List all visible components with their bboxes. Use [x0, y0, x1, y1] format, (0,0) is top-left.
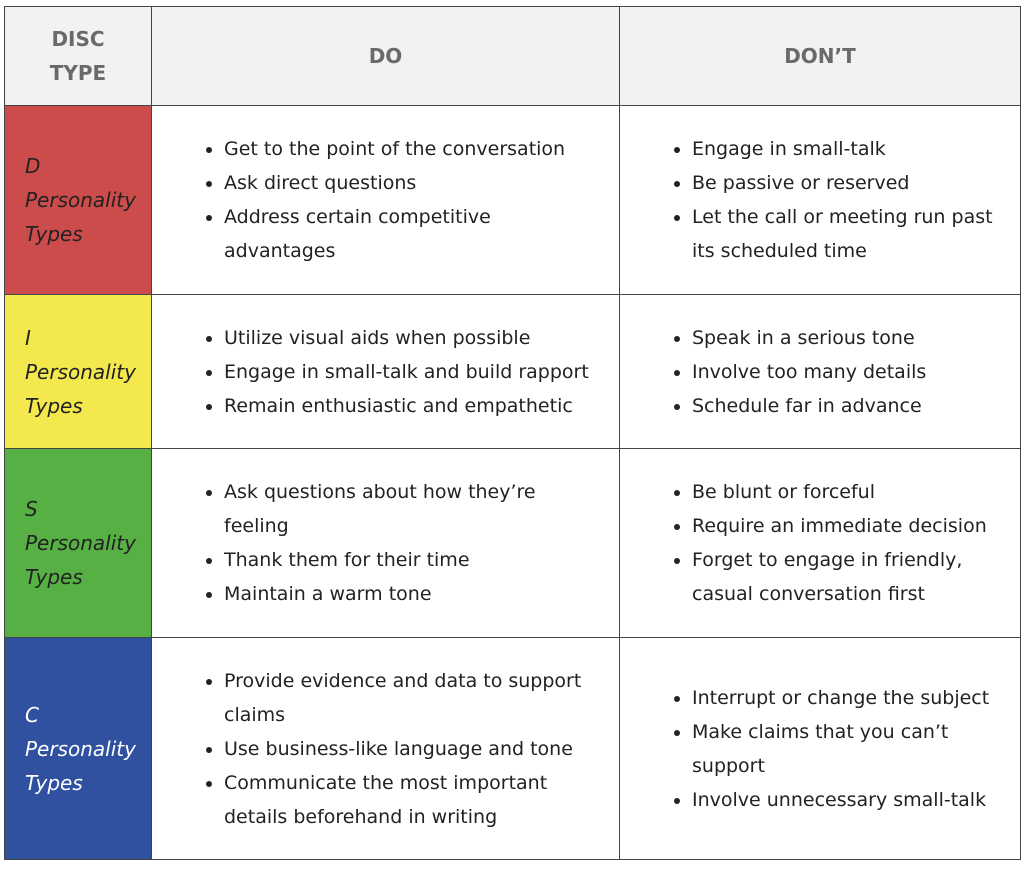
do-cell: Ask questions about how they’re feelingT… [151, 448, 620, 638]
dont-cell: Speak in a serious toneInvolve too many … [619, 294, 1021, 449]
do-cell: Utilize visual aids when possibleEngage … [151, 294, 620, 449]
type-letter: S [25, 497, 38, 521]
header-cell: DO [151, 6, 620, 106]
type-cell: C Personality Types [4, 637, 152, 860]
type-text: I Personality Types [25, 321, 136, 423]
dont-item: Involve unnecessary small-talk [692, 783, 1002, 817]
type-text: S Personality Types [25, 492, 136, 594]
type-cell: S Personality Types [4, 448, 152, 638]
dont-item: Require an immediate decision [692, 509, 1002, 543]
type-text: C Personality Types [25, 698, 136, 800]
do-cell: Get to the point of the conversationAsk … [151, 105, 620, 295]
dont-cell: Be blunt or forcefulRequire an immediate… [619, 448, 1021, 638]
do-item: Maintain a warm tone [224, 577, 601, 611]
type-label: Personality Types [25, 188, 136, 246]
dont-list: Be blunt or forcefulRequire an immediate… [620, 475, 1020, 611]
dont-item: Let the call or meeting run past its sch… [692, 200, 1002, 268]
type-cell: D Personality Types [4, 105, 152, 295]
do-item: Communicate the most important details b… [224, 766, 601, 834]
do-list: Utilize visual aids when possibleEngage … [152, 321, 619, 423]
dont-cell: Engage in small-talkBe passive or reserv… [619, 105, 1021, 295]
do-list: Provide evidence and data to support cla… [152, 664, 619, 834]
do-cell: Provide evidence and data to support cla… [151, 637, 620, 860]
table-row: D Personality Types Get to the point of th… [4, 105, 1021, 295]
do-item: Thank them for their time [224, 543, 601, 577]
dont-item: Be blunt or forceful [692, 475, 1002, 509]
do-item: Get to the point of the conversation [224, 132, 601, 166]
do-item: Remain enthusiastic and empathetic [224, 389, 601, 423]
disc-table: DISC TYPE DO DON’T D Personality Types Get… [4, 6, 1021, 860]
dont-list: Speak in a serious toneInvolve too many … [620, 321, 1020, 423]
do-item: Provide evidence and data to support cla… [224, 664, 601, 732]
do-item: Utilize visual aids when possible [224, 321, 601, 355]
do-item: Ask questions about how they’re feeling [224, 475, 601, 543]
table-body: D Personality Types Get to the point of th… [4, 105, 1021, 860]
table-row: S Personality Types Ask questions about ho… [4, 448, 1021, 638]
dont-item: Speak in a serious tone [692, 321, 1002, 355]
table-row: I Personality Types Utilize visual aids wh… [4, 294, 1021, 449]
dont-list: Interrupt or change the subjectMake clai… [620, 681, 1020, 817]
dont-item: Schedule far in advance [692, 389, 1002, 423]
type-text: D Personality Types [25, 149, 136, 251]
dont-item: Forget to engage in friendly, casual con… [692, 543, 1002, 611]
table-row: C Personality Types Provide evidence and d… [4, 637, 1021, 860]
type-letter: C [25, 702, 39, 727]
dont-item: Engage in small-talk [692, 132, 1002, 166]
type-label: Personality Types [25, 359, 136, 418]
do-item: Address certain competitive advantages [224, 200, 601, 268]
dont-item: Be passive or reserved [692, 166, 1002, 200]
type-letter: D [25, 154, 41, 178]
header-cell: DON’T [619, 6, 1021, 106]
do-item: Use business-like language and tone [224, 732, 601, 766]
header-text: DISC TYPE [49, 27, 107, 85]
dont-item: Interrupt or change the subject [692, 681, 1002, 715]
type-cell: I Personality Types [4, 294, 152, 449]
do-item: Engage in small-talk and build rapport [224, 355, 601, 389]
dont-list: Engage in small-talkBe passive or reserv… [620, 132, 1020, 268]
type-label: Personality Types [25, 736, 136, 795]
header-cell: DISC TYPE [4, 6, 152, 106]
type-letter: I [25, 325, 31, 350]
type-label: Personality Types [25, 531, 136, 589]
dont-item: Make claims that you can’t support [692, 715, 1002, 783]
do-item: Ask direct questions [224, 166, 601, 200]
dont-item: Involve too many details [692, 355, 1002, 389]
dont-cell: Interrupt or change the subjectMake clai… [619, 637, 1021, 860]
header-row: DISC TYPE DO DON’T [4, 6, 1021, 106]
do-list: Get to the point of the conversationAsk … [152, 132, 619, 268]
do-list: Ask questions about how they’re feelingT… [152, 475, 619, 611]
